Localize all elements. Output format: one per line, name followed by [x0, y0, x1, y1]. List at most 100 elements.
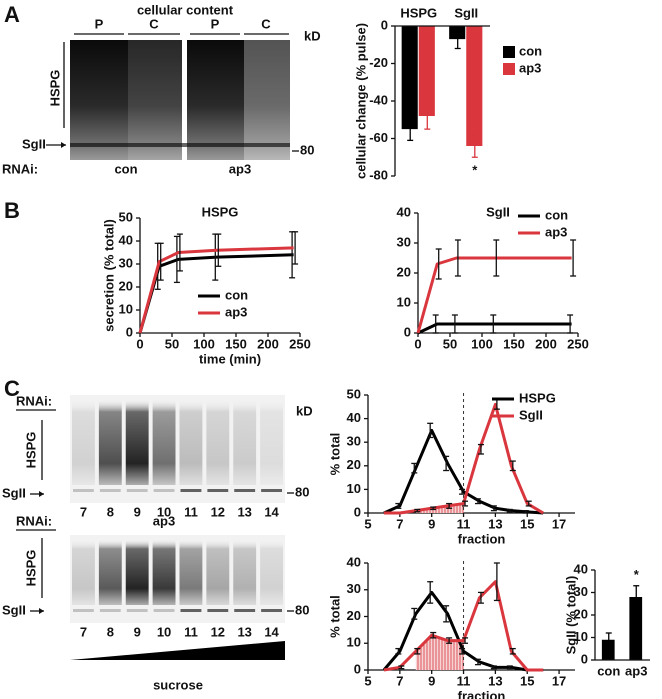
lane-label: 10 [157, 624, 171, 639]
arrowhead [39, 608, 44, 614]
x-tick-label: 11 [457, 516, 471, 531]
y-tick-label: 10 [574, 629, 588, 644]
blot-band [234, 489, 256, 492]
blot-band [234, 609, 256, 612]
lane-label: 7 [80, 504, 87, 519]
y-tick-label: -60 [369, 130, 388, 145]
x-tick-label: 17 [552, 673, 566, 688]
y-tick-label: -20 [369, 55, 388, 70]
y-tick-label: 10 [397, 294, 411, 309]
legend-label: HSPG [519, 390, 556, 405]
line [416, 256, 572, 334]
blot-lane [233, 539, 257, 605]
blot-lane [206, 399, 230, 485]
line [383, 428, 544, 515]
category-label: con [597, 663, 620, 678]
x-tick-label: 200 [257, 336, 279, 351]
blot-band [207, 489, 229, 492]
condition-label: ap3 [153, 513, 175, 528]
blot-band [73, 489, 94, 492]
rnai-label: RNAi: [16, 393, 52, 408]
y-tick-label: 50 [119, 209, 133, 224]
lane-label: 9 [134, 504, 141, 519]
x-tick-label: 250 [289, 336, 311, 351]
blot-lane [128, 40, 182, 160]
legend-label: con [545, 207, 568, 222]
y-tick-label: -80 [369, 167, 388, 182]
x-tick-label: 0 [414, 336, 421, 351]
legend-label: ap3 [519, 60, 541, 75]
lane-label: 8 [107, 624, 114, 639]
lane-label: 13 [237, 504, 251, 519]
x-tick-label: 0 [136, 336, 143, 351]
y-tick-label: 40 [574, 561, 588, 576]
x-tick-label: 13 [488, 673, 502, 688]
lane-label: 12 [211, 504, 225, 519]
lane-label: 9 [134, 624, 141, 639]
marker-label: 80 [300, 142, 314, 157]
lane-label: 7 [80, 624, 87, 639]
category-label: ap3 [625, 663, 647, 678]
y-tick-label: 40 [347, 410, 361, 425]
y-tick-label: 20 [397, 264, 411, 279]
x-tick-label: 15 [520, 516, 534, 531]
condition-label: con [114, 161, 137, 176]
x-tick-label: 9 [428, 516, 435, 531]
blot-title: cellular content [137, 2, 234, 17]
y-tick-label: 30 [574, 584, 588, 599]
y-tick-label: 40 [347, 554, 361, 569]
blot-lane [98, 539, 122, 605]
blot-image [70, 40, 182, 160]
legend-swatch [503, 46, 515, 58]
legend-swatch [503, 63, 515, 75]
shaded-area [415, 635, 464, 670]
lane-label: 14 [264, 504, 279, 519]
line [138, 246, 294, 334]
arrowhead [61, 142, 66, 148]
annotation: * [634, 567, 640, 582]
panel-label: A [4, 2, 20, 27]
blot-band [207, 609, 229, 612]
category-label: SgII [454, 5, 478, 20]
y-tick-label: 30 [347, 434, 361, 449]
legend-label: con [225, 287, 248, 302]
y-axis-label: cellular change (% pulse) [353, 23, 368, 179]
rnai-label: RNAi: [16, 513, 52, 528]
x-tick-label: 100 [471, 336, 493, 351]
y-tick-label: 10 [119, 301, 133, 316]
blot-band [126, 489, 148, 492]
legend-label: con [519, 43, 542, 58]
blot-band [153, 489, 175, 492]
y-tick-label: 20 [347, 608, 361, 623]
bar [466, 26, 483, 146]
x-tick-label: 13 [488, 516, 502, 531]
line [382, 590, 544, 672]
x-tick-label: 15 [520, 673, 534, 688]
bar [601, 639, 615, 660]
lane-label: 12 [211, 624, 225, 639]
lane-label: 10 [157, 504, 171, 519]
blot-lane [152, 539, 176, 605]
y-axis-label: % total [327, 595, 342, 638]
blot-lane [152, 399, 176, 485]
bar [401, 26, 418, 130]
blot-band [126, 609, 148, 612]
blot-lane [233, 399, 257, 485]
panel-label: B [4, 198, 20, 223]
x-tick-label: 150 [503, 336, 525, 351]
marker-label: 80 [295, 602, 309, 617]
blot-lane [260, 539, 283, 605]
y-tick-label: 0 [354, 661, 361, 676]
blot-lane [179, 539, 203, 605]
x-tick-label: 9 [428, 673, 435, 688]
x-tick-label: 7 [396, 516, 403, 531]
y-tick-label: 40 [119, 232, 133, 247]
y-axis-label: SgII (% total) [563, 576, 578, 655]
y-tick-label: 0 [354, 504, 361, 519]
blot-band [261, 489, 282, 492]
blot-band [70, 143, 290, 147]
chart-title: SgII [486, 204, 510, 219]
gradient-wedge [70, 641, 285, 660]
y-tick-label: 30 [347, 581, 361, 596]
